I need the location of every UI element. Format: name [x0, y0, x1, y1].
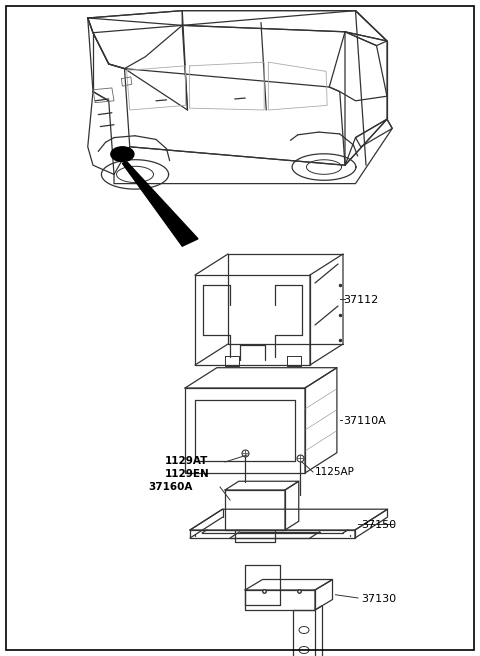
Ellipse shape [299, 647, 309, 653]
Text: 1129AT: 1129AT [165, 456, 208, 466]
Text: 37110A: 37110A [343, 417, 386, 426]
Text: 1125AP: 1125AP [315, 467, 355, 477]
Text: 1129EN: 1129EN [165, 469, 210, 479]
Text: 37160A: 37160A [148, 482, 192, 492]
Text: 37112: 37112 [343, 295, 378, 305]
Ellipse shape [299, 626, 309, 634]
Ellipse shape [111, 147, 134, 161]
Text: 37130: 37130 [361, 594, 396, 604]
Polygon shape [122, 161, 198, 246]
Text: 37150: 37150 [361, 520, 396, 529]
